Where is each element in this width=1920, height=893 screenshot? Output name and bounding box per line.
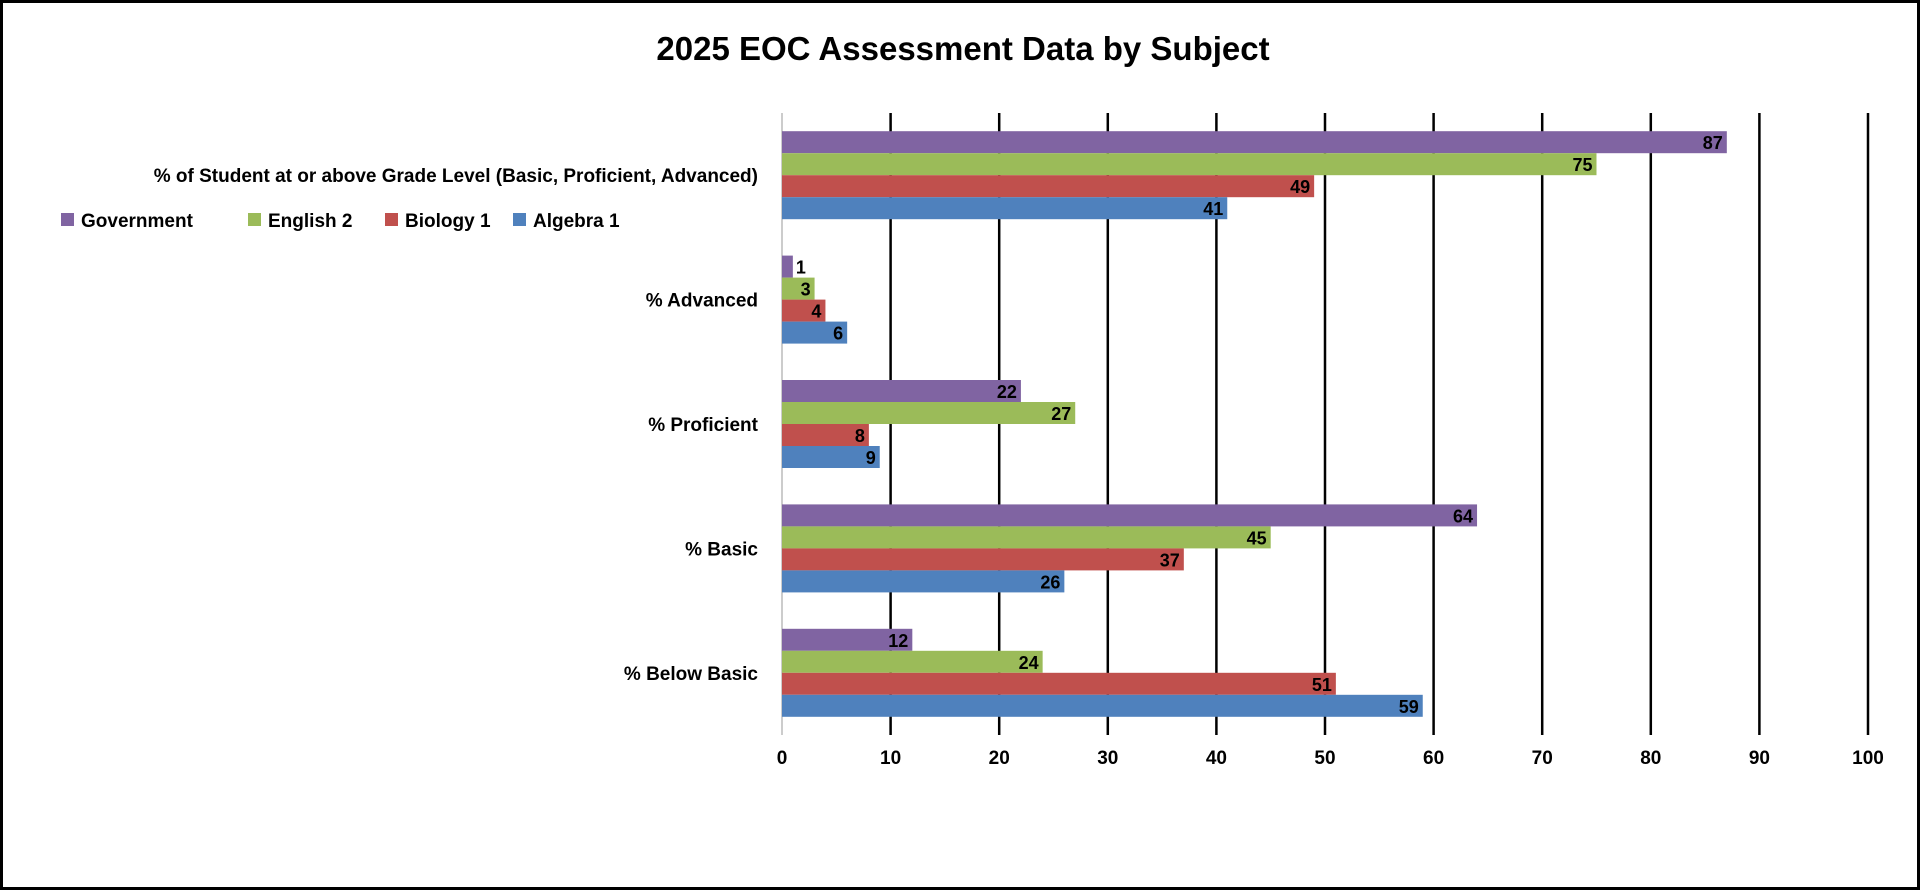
x-tick-label: 60 — [1423, 748, 1444, 769]
data-label: 27 — [1051, 404, 1071, 424]
data-label: 75 — [1572, 155, 1592, 175]
bar — [782, 299, 826, 322]
category-label: % of Student at or above Grade Level (Ba… — [154, 166, 758, 187]
category-label: % Advanced — [646, 291, 758, 312]
x-tick-label: 0 — [777, 748, 788, 769]
x-tick-label: 70 — [1532, 748, 1553, 769]
bar — [782, 424, 869, 446]
x-tick-label: 20 — [989, 748, 1010, 769]
category-label: % Proficient — [648, 415, 758, 436]
bar — [782, 131, 1727, 154]
data-label: 51 — [1312, 675, 1332, 695]
data-label: 9 — [866, 448, 876, 468]
data-label: 59 — [1399, 697, 1419, 717]
data-label: 4 — [811, 302, 821, 322]
data-label: 26 — [1040, 572, 1060, 592]
bar — [782, 277, 815, 300]
data-label: 12 — [888, 631, 908, 651]
legend-label: Algebra 1 — [533, 211, 620, 232]
bar — [782, 402, 1076, 424]
data-label: 49 — [1290, 177, 1310, 197]
x-tick-label: 50 — [1314, 748, 1335, 769]
bar — [782, 694, 1423, 717]
legend-label: Government — [81, 211, 194, 232]
data-label: 8 — [855, 426, 865, 446]
x-tick-label: 30 — [1097, 748, 1118, 769]
data-label: 6 — [833, 324, 843, 344]
data-label: 37 — [1160, 550, 1180, 570]
data-label: 3 — [801, 280, 811, 300]
bar — [782, 175, 1315, 198]
x-tick-label: 40 — [1206, 748, 1227, 769]
data-label: 87 — [1703, 133, 1723, 153]
data-label: 41 — [1203, 199, 1223, 219]
bar — [782, 446, 880, 468]
x-tick-label: 10 — [880, 748, 901, 769]
bar — [782, 526, 1271, 549]
bar — [782, 255, 793, 278]
data-label: 22 — [997, 382, 1017, 402]
legend-swatch — [513, 213, 526, 226]
legend-swatch — [61, 213, 74, 226]
bar — [782, 504, 1478, 527]
chart-title: 2025 EOC Assessment Data by Subject — [656, 30, 1269, 67]
x-tick-label: 90 — [1749, 748, 1770, 769]
category-label: % Basic — [685, 539, 758, 560]
bar-chart: 2025 EOC Assessment Data by Subject 0 10 20… — [61, 30, 1884, 769]
bar — [782, 650, 1043, 673]
category-label: % Below Basic — [624, 664, 759, 685]
bar — [782, 321, 848, 344]
x-tick-label: 80 — [1640, 748, 1661, 769]
bar — [782, 672, 1336, 695]
legend-swatch — [385, 213, 398, 226]
data-label: 24 — [1019, 653, 1039, 673]
bar — [782, 380, 1021, 402]
legend-label: English 2 — [268, 211, 352, 232]
bar — [782, 548, 1184, 571]
data-label: 64 — [1453, 506, 1473, 526]
legend-swatch — [248, 213, 261, 226]
data-label: 1 — [796, 258, 806, 278]
x-tick-label: 100 — [1852, 748, 1884, 769]
data-label: 45 — [1247, 528, 1267, 548]
legend-label: Biology 1 — [405, 211, 491, 232]
bar — [782, 153, 1597, 176]
bar — [782, 570, 1065, 593]
bar — [782, 197, 1228, 220]
bar — [782, 628, 913, 651]
